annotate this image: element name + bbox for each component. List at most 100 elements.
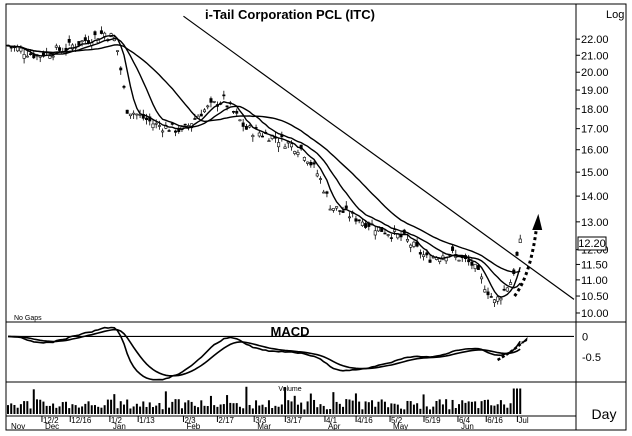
- volume-bar: [316, 407, 319, 414]
- volume-bar: [238, 406, 241, 414]
- volume-bar: [306, 401, 309, 414]
- macd-lines: [7, 326, 521, 381]
- volume-bar: [42, 401, 45, 414]
- price-candles: [6, 26, 522, 308]
- volume-bar: [93, 405, 96, 414]
- volume-bar: [155, 405, 158, 414]
- volume-bar: [274, 405, 277, 414]
- volume-bar: [303, 409, 306, 414]
- volume-bar: [329, 409, 332, 414]
- volume-bar: [335, 401, 338, 414]
- candle-body: [9, 46, 13, 49]
- candle-body: [83, 37, 87, 42]
- candle-body: [29, 53, 33, 55]
- volume-bar: [122, 404, 125, 414]
- volume-bar: [77, 407, 80, 414]
- candle-body: [302, 156, 306, 161]
- price-tick-label: 11.50: [581, 259, 608, 271]
- candle-body: [116, 50, 120, 52]
- volume-bar: [412, 404, 415, 414]
- candle-body: [341, 210, 345, 213]
- candle-body: [225, 105, 229, 108]
- candle-body: [496, 296, 500, 302]
- moving-averages: [7, 34, 521, 299]
- volume-bar: [313, 399, 316, 414]
- volume-bar: [345, 399, 348, 414]
- volume-bar: [242, 408, 245, 414]
- volume-bar: [226, 395, 229, 414]
- candle-body: [428, 259, 432, 263]
- moving-average-line: [7, 37, 521, 289]
- volume-bar: [487, 399, 490, 414]
- price-tick-label: 11.00: [581, 275, 608, 287]
- candle-body: [480, 276, 484, 280]
- volume-bar: [267, 400, 270, 414]
- volume-bar: [235, 403, 238, 414]
- date-tick-label: 6/4: [459, 416, 471, 425]
- price-tick-label: 20.00: [581, 67, 609, 79]
- volume-bar: [406, 400, 409, 414]
- candle-body: [373, 230, 377, 236]
- month-label: Apr: [328, 422, 341, 431]
- price-tick-label: 21.00: [581, 50, 609, 62]
- candle-body: [261, 135, 265, 138]
- candle-body: [232, 111, 236, 113]
- candle-body: [16, 46, 20, 52]
- projection-arrows: [496, 213, 543, 362]
- volume-bar: [71, 404, 74, 414]
- candle-body: [335, 206, 339, 209]
- candle-body: [238, 119, 242, 122]
- volume-bar: [416, 403, 419, 414]
- volume-bar: [493, 405, 496, 414]
- volume-bar: [129, 408, 132, 414]
- macd-title: MACD: [271, 324, 310, 339]
- volume-bar: [7, 405, 9, 414]
- volume-bar: [213, 405, 216, 414]
- chart-title: i-Tail Corporation PCL (ITC): [205, 7, 375, 22]
- candle-body: [364, 223, 368, 228]
- volume-bar: [16, 407, 19, 414]
- month-label: Nov: [11, 422, 25, 431]
- candle-body: [51, 55, 55, 58]
- candle-body: [167, 130, 171, 132]
- moving-average-line: [7, 44, 521, 273]
- volume-bar: [296, 404, 299, 414]
- volume-bar: [35, 399, 38, 414]
- candle-body: [235, 110, 239, 114]
- right-axis-frame: [575, 3, 627, 431]
- volume-bar: [284, 387, 287, 414]
- candle-body: [145, 117, 149, 121]
- volume-bar: [116, 408, 119, 414]
- candle-body: [347, 216, 351, 219]
- volume-bar: [477, 408, 480, 414]
- candle-body: [277, 142, 281, 148]
- volume-bar: [168, 407, 171, 414]
- volume-bar: [451, 399, 454, 414]
- period-label: Day: [592, 406, 617, 422]
- date-axis: 12/2 12/16 1/2 1/13 2/3 2/17 3/3 3/17 4/1 4/16 5/2…: [11, 416, 529, 431]
- candle-body: [306, 161, 310, 164]
- volume-bar: [280, 404, 283, 414]
- volume-bar: [387, 407, 390, 414]
- month-label: Jun: [461, 422, 474, 431]
- volume-bar: [438, 399, 441, 414]
- macd-up-arrowhead: [519, 337, 528, 345]
- month-label: Mar: [257, 422, 271, 431]
- candle-body: [473, 264, 477, 269]
- volume-bar: [97, 406, 100, 414]
- volume-bar: [390, 403, 393, 414]
- volume-bar: [106, 399, 109, 414]
- candle-body: [157, 125, 161, 127]
- candle-body: [425, 252, 429, 256]
- volume-bar: [174, 399, 177, 414]
- candle-body: [360, 221, 364, 226]
- candle-body: [183, 123, 187, 126]
- volume-bar: [142, 401, 145, 414]
- candle-body: [93, 31, 97, 36]
- volume-bar: [45, 405, 48, 414]
- date-tick-label: Jul: [518, 416, 528, 425]
- volume-bar: [84, 403, 87, 414]
- volume-bar: [187, 400, 190, 414]
- volume-bar: [126, 399, 129, 414]
